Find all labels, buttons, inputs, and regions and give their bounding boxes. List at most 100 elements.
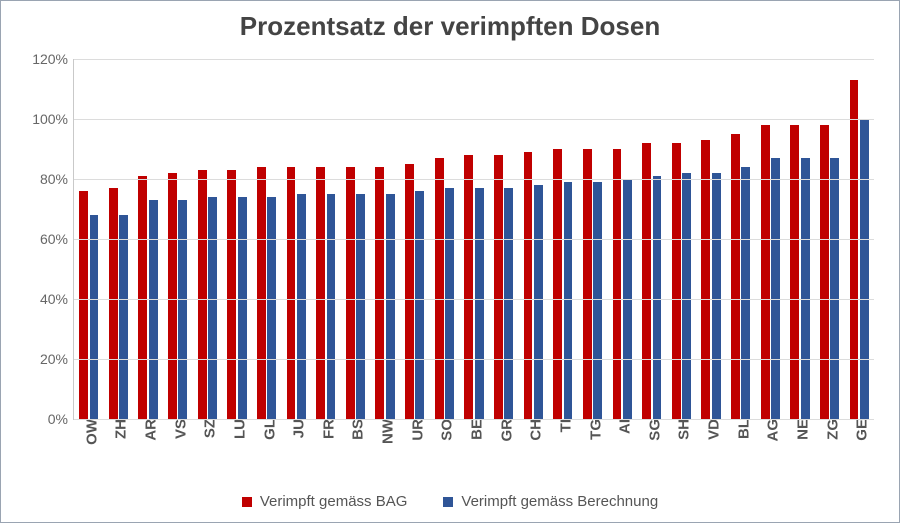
- y-tick-label: 0%: [48, 411, 68, 427]
- y-tick-label: 100%: [32, 111, 68, 127]
- bar: [138, 176, 147, 419]
- x-tick-label: TG: [581, 419, 604, 440]
- bar: [297, 194, 306, 419]
- x-tick-label: NW: [374, 419, 397, 444]
- bar: [653, 176, 662, 419]
- legend-item: Verimpft gemäss Berechnung: [443, 493, 658, 510]
- x-tick-label: UR: [403, 419, 426, 441]
- bar: [504, 188, 513, 419]
- bar: [583, 149, 592, 419]
- x-tick-label: VS: [166, 419, 189, 439]
- y-tick-label: 120%: [32, 51, 68, 67]
- bar: [79, 191, 88, 419]
- bar: [593, 182, 602, 419]
- bar: [316, 167, 325, 419]
- x-tick-label: AI: [611, 419, 634, 434]
- bar: [198, 170, 207, 419]
- grid-line: [74, 299, 874, 300]
- legend-label: Verimpft gemäss Berechnung: [461, 493, 658, 510]
- chart-title: Prozentsatz der verimpften Dosen: [1, 11, 899, 42]
- grid-line: [74, 419, 874, 420]
- bar: [801, 158, 810, 419]
- bar: [168, 173, 177, 419]
- grid-line: [74, 239, 874, 240]
- bar: [731, 134, 740, 419]
- bar: [267, 197, 276, 419]
- legend: Verimpft gemäss BAG Verimpft gemäss Berec…: [1, 493, 899, 511]
- grid-line: [74, 359, 874, 360]
- bar: [405, 164, 414, 419]
- bar: [475, 188, 484, 419]
- chart-frame: { "chart": { "type": "bar", "title": "Pr…: [0, 0, 900, 523]
- grid-line: [74, 119, 874, 120]
- x-tick-label: VD: [700, 419, 723, 440]
- y-tick-label: 40%: [40, 291, 68, 307]
- x-tick-label: GE: [848, 419, 871, 441]
- legend-swatch: [443, 497, 453, 507]
- bar: [375, 167, 384, 419]
- x-tick-label: TI: [551, 419, 574, 432]
- bar: [445, 188, 454, 419]
- legend-label: Verimpft gemäss BAG: [260, 493, 408, 510]
- bar: [830, 158, 839, 419]
- bar: [524, 152, 533, 419]
- bar: [257, 167, 266, 419]
- x-tick-label: JU: [285, 419, 308, 438]
- x-tick-label: OW: [77, 419, 100, 445]
- grid-line: [74, 59, 874, 60]
- x-tick-label: GL: [255, 419, 278, 440]
- bar: [327, 194, 336, 419]
- x-tick-label: FR: [314, 419, 337, 439]
- y-tick-label: 60%: [40, 231, 68, 247]
- bar: [771, 158, 780, 419]
- y-tick-label: 20%: [40, 351, 68, 367]
- bar: [109, 188, 118, 419]
- bar: [682, 173, 691, 419]
- bar: [90, 215, 99, 419]
- x-tick-label: ZG: [818, 419, 841, 440]
- legend-swatch: [242, 497, 252, 507]
- bar: [820, 125, 829, 419]
- x-tick-label: BE: [462, 419, 485, 440]
- x-tick-label: AG: [759, 419, 782, 442]
- bar: [356, 194, 365, 419]
- bar: [435, 158, 444, 419]
- bar: [860, 119, 869, 419]
- x-tick-label: BL: [729, 419, 752, 439]
- x-tick-label: CH: [522, 419, 545, 441]
- bar: [850, 80, 859, 419]
- bar: [386, 194, 395, 419]
- x-tick-label: BS: [344, 419, 367, 440]
- legend-item: Verimpft gemäss BAG: [242, 493, 408, 510]
- bar: [701, 140, 710, 419]
- bar: [672, 143, 681, 419]
- bar: [642, 143, 651, 419]
- x-tick-label: SG: [640, 419, 663, 441]
- bar: [287, 167, 296, 419]
- bar: [741, 167, 750, 419]
- bar: [712, 173, 721, 419]
- bar: [790, 125, 799, 419]
- x-tick-label: SO: [433, 419, 456, 441]
- y-tick-label: 80%: [40, 171, 68, 187]
- bar: [613, 149, 622, 419]
- bar: [761, 125, 770, 419]
- bar: [227, 170, 236, 419]
- x-tick-label: SH: [670, 419, 693, 440]
- bar: [553, 149, 562, 419]
- x-tick-label: NE: [788, 419, 811, 440]
- x-tick-label: GR: [492, 419, 515, 442]
- bar: [564, 182, 573, 419]
- bar: [208, 197, 217, 419]
- x-tick-label: ZH: [107, 419, 130, 439]
- x-tick-label: SZ: [196, 419, 219, 438]
- bar: [178, 200, 187, 419]
- bar: [149, 200, 158, 419]
- grid-line: [74, 179, 874, 180]
- plot-area: OWZHARVSSZLUGLJUFRBSNWURSOBEGRCHTITGAISG…: [73, 59, 874, 420]
- bar: [415, 191, 424, 419]
- bar: [346, 167, 355, 419]
- bar: [238, 197, 247, 419]
- x-tick-label: AR: [137, 419, 160, 441]
- bar: [534, 185, 543, 419]
